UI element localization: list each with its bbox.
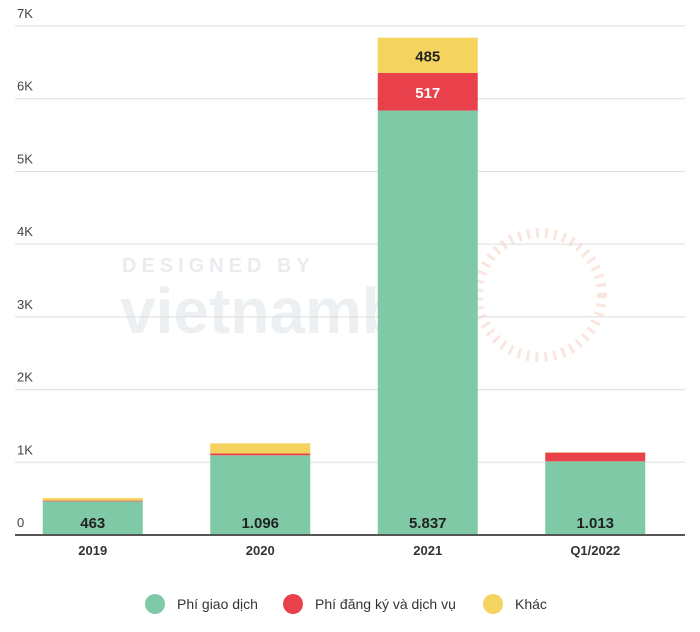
y-tick-label: 2K (17, 370, 33, 385)
y-tick-label: 0 (17, 515, 24, 530)
legend-label: Khác (515, 596, 547, 612)
bar-segment (43, 501, 143, 502)
bar-segment (210, 443, 310, 453)
x-tick-label: 2019 (78, 543, 107, 558)
grid-lines (15, 26, 685, 462)
data-label: 1.096 (241, 515, 279, 532)
data-label: 5.837 (409, 515, 447, 532)
legend-marker (145, 594, 165, 614)
y-tick-label: 1K (17, 442, 33, 457)
x-tick-label: 2020 (246, 543, 275, 558)
watermark: DESIGNED BY vietnambiz (120, 233, 602, 357)
bar-segment (210, 453, 310, 455)
legend-label: Phí đăng ký và dịch vụ (315, 596, 456, 612)
data-label: 485 (415, 48, 440, 65)
x-tick-label: Q1/2022 (570, 543, 620, 558)
x-tick-label: 2021 (413, 543, 442, 558)
legend: Phí giao dịch Phí đăng ký và dịch vụ Khác (145, 594, 547, 614)
data-label: 463 (80, 515, 105, 532)
watermark-text-line1: DESIGNED BY (122, 255, 315, 277)
legend-label: Phí giao dịch (177, 596, 258, 612)
bar-segment (43, 498, 143, 501)
y-tick-label: 7K (17, 6, 33, 21)
data-label: 517 (415, 85, 440, 102)
legend-marker (483, 594, 503, 614)
y-tick-label: 5K (17, 151, 33, 166)
watermark-logo-icon (478, 233, 602, 357)
bar-segment (378, 111, 478, 535)
y-tick-label: 3K (17, 297, 33, 312)
y-tick-label: 4K (17, 224, 33, 239)
bar-segment (545, 453, 645, 462)
data-label: 1.013 (576, 515, 614, 532)
legend-marker (283, 594, 303, 614)
y-tick-label: 6K (17, 79, 33, 94)
